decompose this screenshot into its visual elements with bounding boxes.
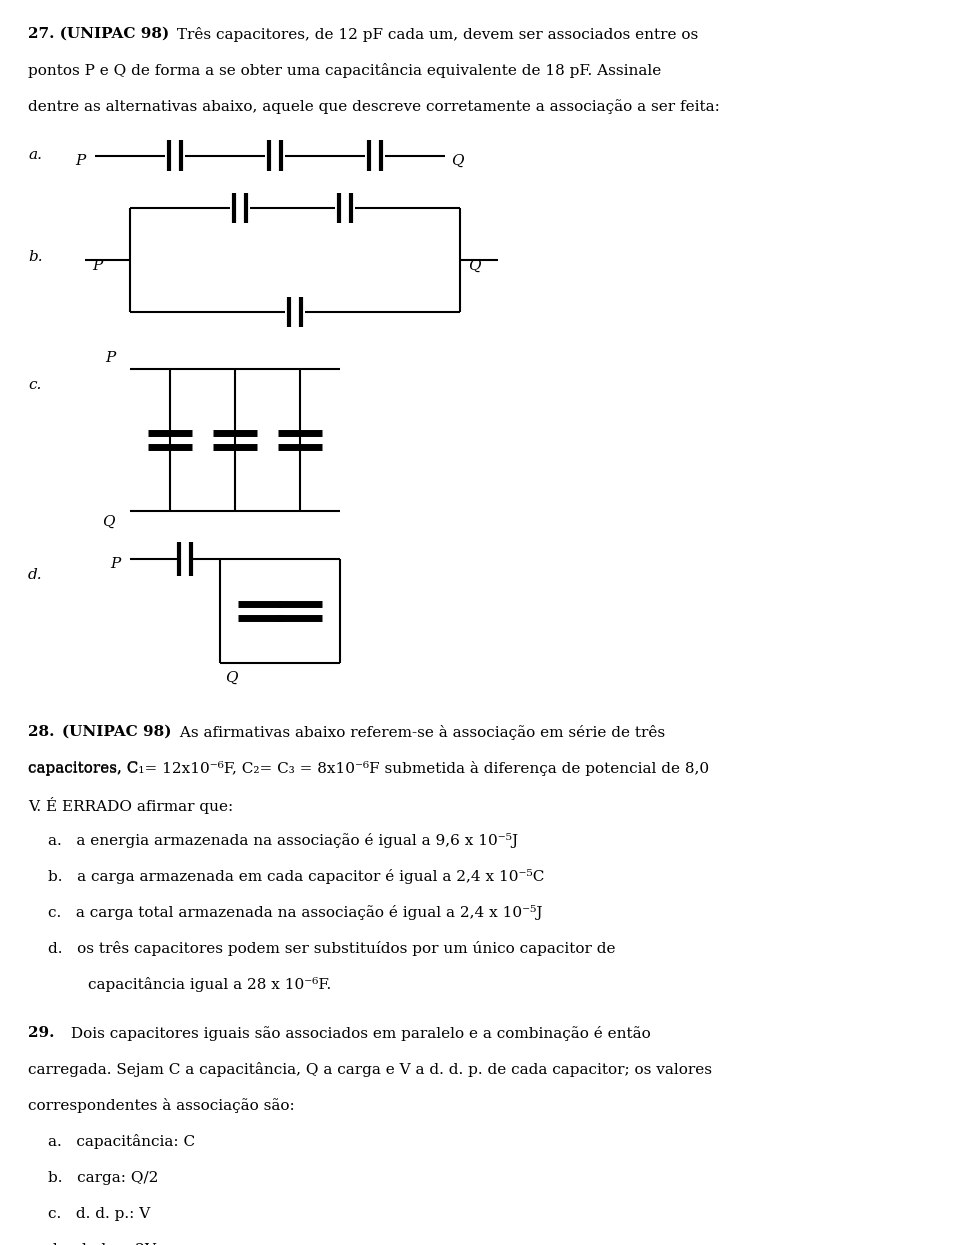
Text: c.   d. d. p.: V: c. d. d. p.: V [48, 1206, 151, 1220]
Text: V. É ERRADO afirmar que:: V. É ERRADO afirmar que: [28, 797, 233, 814]
Text: 28.: 28. [28, 725, 55, 738]
Text: Q: Q [451, 154, 464, 168]
Text: 27. (UNIPAC 98): 27. (UNIPAC 98) [28, 26, 169, 41]
Text: b.: b. [28, 250, 42, 264]
Text: Q: Q [225, 671, 237, 685]
Text: P: P [109, 558, 120, 571]
Text: Três capacitores, de 12 pF cada um, devem ser associados entre os: Três capacitores, de 12 pF cada um, deve… [172, 26, 698, 41]
Text: correspondentes à associação são:: correspondentes à associação são: [28, 1098, 295, 1113]
Text: P: P [92, 259, 102, 273]
Text: c.   a carga total armazenada na associação é igual a 2,4 x 10⁻⁵J: c. a carga total armazenada na associaçã… [48, 905, 542, 920]
Text: As afirmativas abaixo referem-se à associação em série de três: As afirmativas abaixo referem-se à assoc… [175, 725, 665, 740]
Text: c.: c. [28, 378, 41, 392]
Text: capacitância igual a 28 x 10⁻⁶F.: capacitância igual a 28 x 10⁻⁶F. [88, 977, 331, 992]
Text: 29.: 29. [28, 1026, 55, 1041]
Text: capacitores, C₁= 12x10⁻⁶F, C₂= C₃ = 8x10⁻⁶F submetida à diferença de potencial d: capacitores, C₁= 12x10⁻⁶F, C₂= C₃ = 8x10… [28, 761, 709, 776]
Text: Q: Q [468, 259, 481, 273]
Text: a.   a energia armazenada na associação é igual a 9,6 x 10⁻⁵J: a. a energia armazenada na associação é … [48, 833, 518, 848]
Text: b.   carga: Q/2: b. carga: Q/2 [48, 1170, 158, 1184]
Text: capacitores, C: capacitores, C [28, 761, 138, 774]
Text: pontos P e Q de forma a se obter uma capacitância equivalente de 18 pF. Assinale: pontos P e Q de forma a se obter uma cap… [28, 62, 661, 77]
Text: carregada. Sejam C a capacitância, Q a carga e V a d. d. p. de cada capacitor; o: carregada. Sejam C a capacitância, Q a c… [28, 1062, 712, 1077]
Text: d.   os três capacitores podem ser substituídos por um único capacitor de: d. os três capacitores podem ser substit… [48, 941, 615, 956]
Text: P: P [75, 154, 85, 168]
Text: d.: d. [28, 568, 42, 583]
Text: a.   capacitância: C: a. capacitância: C [48, 1134, 195, 1149]
Text: b.   a carga armazenada em cada capacitor é igual a 2,4 x 10⁻⁵C: b. a carga armazenada em cada capacitor … [48, 869, 544, 884]
Text: (UNIPAC 98): (UNIPAC 98) [62, 725, 172, 738]
Text: d.   d. d. p. 2V: d. d. d. p. 2V [48, 1243, 156, 1245]
Text: P: P [105, 351, 115, 365]
Text: Dois capacitores iguais são associados em paralelo e a combinação é então: Dois capacitores iguais são associados e… [66, 1026, 651, 1041]
Text: a.: a. [28, 148, 42, 162]
Text: Q: Q [103, 515, 115, 529]
Text: dentre as alternativas abaixo, aquele que descreve corretamente a associação a s: dentre as alternativas abaixo, aquele qu… [28, 98, 720, 113]
